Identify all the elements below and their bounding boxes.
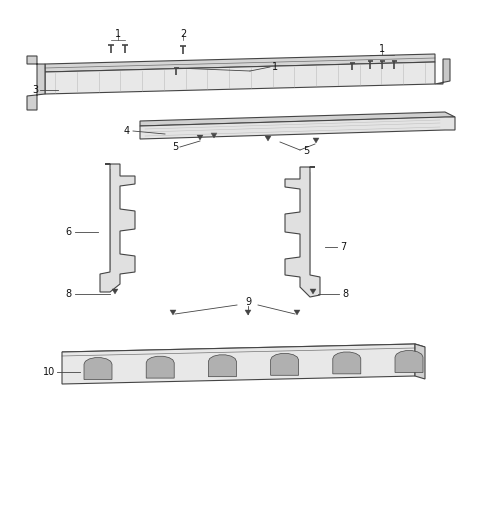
Polygon shape [245,310,251,315]
Text: 5: 5 [172,142,178,152]
Polygon shape [415,344,425,379]
Polygon shape [211,133,217,138]
Text: 1: 1 [115,29,121,39]
Polygon shape [395,351,423,372]
Text: 2: 2 [180,29,186,39]
Text: 8: 8 [342,289,348,299]
Polygon shape [285,167,320,297]
Polygon shape [140,112,455,126]
Polygon shape [140,117,455,139]
Text: 10: 10 [43,367,55,377]
Polygon shape [62,344,425,355]
Polygon shape [208,355,236,377]
Text: 3: 3 [32,85,38,95]
Polygon shape [146,356,174,378]
Polygon shape [45,54,435,72]
Polygon shape [84,358,112,379]
Polygon shape [170,310,176,315]
Text: 7: 7 [340,242,346,252]
Polygon shape [197,135,203,140]
Polygon shape [310,289,316,294]
Polygon shape [294,310,300,315]
Text: 4: 4 [124,126,130,136]
Polygon shape [333,352,361,374]
Polygon shape [271,353,299,375]
Polygon shape [45,62,435,94]
Polygon shape [265,136,271,141]
Text: 1: 1 [272,62,278,72]
Polygon shape [27,56,45,110]
Polygon shape [112,289,118,294]
Polygon shape [313,138,319,143]
Polygon shape [100,164,135,292]
Text: 9: 9 [245,297,251,307]
Polygon shape [62,344,415,384]
Polygon shape [435,59,450,84]
Text: 6: 6 [66,227,72,237]
Text: 8: 8 [66,289,72,299]
Text: 5: 5 [303,146,309,156]
Text: 1: 1 [379,44,385,54]
